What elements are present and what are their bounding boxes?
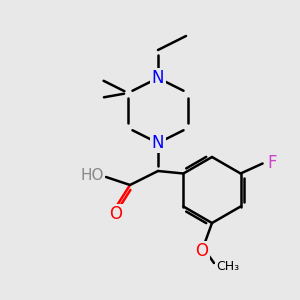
Text: N: N <box>152 69 164 87</box>
Text: O: O <box>196 242 208 260</box>
Text: HO: HO <box>80 167 104 182</box>
Text: CH₃: CH₃ <box>216 260 240 272</box>
Text: O: O <box>110 205 122 223</box>
Text: F: F <box>268 154 277 172</box>
Text: N: N <box>152 134 164 152</box>
